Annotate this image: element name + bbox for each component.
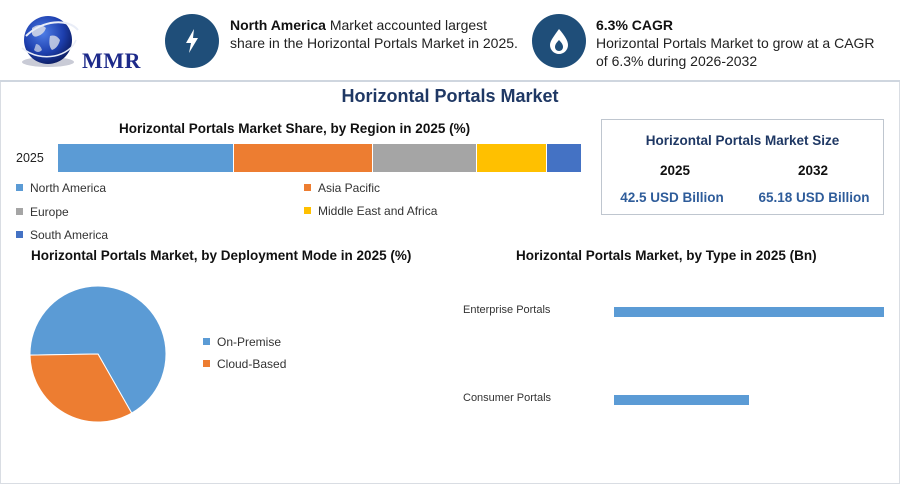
legend-swatch <box>304 207 311 215</box>
deployment-chart-title: Horizontal Portals Market, by Deployment… <box>31 248 412 263</box>
region-stacked-bar <box>58 144 582 172</box>
deployment-pie-chart <box>29 285 167 423</box>
legend-cloud-based: Cloud-Based <box>203 357 286 371</box>
callout-1-line1: Market accounted largest <box>325 17 488 33</box>
pie-slice-on-premise <box>29 285 167 414</box>
type-category-label: Enterprise Portals <box>463 304 551 316</box>
legend-europe: Europe <box>16 205 69 219</box>
callout-north-america: North America Market accounted largest s… <box>230 16 530 52</box>
region-bar-segment-middle-east-and-africa <box>477 144 548 172</box>
header-divider <box>0 80 900 82</box>
logo-text: MMR <box>82 48 141 73</box>
legend-swatch <box>16 184 23 192</box>
legend-swatch <box>16 208 23 216</box>
region-bar-segment-europe <box>373 144 478 172</box>
type-bar-enterprise-portals <box>614 307 884 317</box>
legend-label: Asia Pacific <box>318 181 381 195</box>
header-band <box>0 0 900 80</box>
main-title: Horizontal Portals Market <box>341 86 559 106</box>
flame-drop-icon <box>532 14 586 68</box>
legend-north-america: North America <box>16 181 106 195</box>
legend-swatch <box>304 184 311 192</box>
mmr-logo: MMR <box>12 12 142 78</box>
callout-1-bold: North America <box>230 17 326 33</box>
type-bar-consumer-portals <box>614 395 750 405</box>
callout-2-line3: of 6.3% during 2026-2032 <box>596 53 758 69</box>
legend-swatch <box>203 360 210 368</box>
legend-asia-pacific: Asia Pacific <box>304 181 380 195</box>
region-bar-segment-south-america <box>547 144 582 172</box>
legend-middle-east-africa: Middle East and Africa <box>304 204 437 218</box>
legend-swatch <box>16 231 23 239</box>
market-size-title: Horizontal Portals Market Size <box>645 133 840 148</box>
size-value-2032: 65.18 USD Billion <box>758 190 870 205</box>
legend-label: Cloud-Based <box>217 357 287 371</box>
callout-cagr: 6.3% CAGR Horizontal Portals Market to g… <box>596 16 896 70</box>
region-chart-title: Horizontal Portals Market Share, by Regi… <box>119 121 471 136</box>
legend-label: Middle East and Africa <box>318 204 438 218</box>
legend-on-premise: On-Premise <box>203 335 281 349</box>
legend-swatch <box>203 338 210 346</box>
legend-label: On-Premise <box>217 335 282 349</box>
callout-2-bold: 6.3% CAGR <box>596 17 674 33</box>
legend-label: Europe <box>30 205 69 219</box>
type-bar-chart: Enterprise Portals Consumer Portals <box>440 290 885 420</box>
size-value-2025: 42.5 USD Billion <box>620 190 724 205</box>
region-category-label: 2025 <box>16 151 44 165</box>
legend-south-america: South America <box>16 228 108 242</box>
callout-2-line2: Horizontal Portals Market to grow at a C… <box>596 35 875 51</box>
type-chart-title: Horizontal Portals Market, by Type in 20… <box>516 248 817 263</box>
legend-label: South America <box>30 228 109 242</box>
pie-slice-cloud-based <box>29 353 133 423</box>
lightning-icon <box>165 14 219 68</box>
region-bar-segment-north-america <box>58 144 234 172</box>
size-year-2025: 2025 <box>659 163 691 178</box>
type-category-label: Consumer Portals <box>463 392 552 404</box>
callout-1-line2: share in the Horizontal Portals Market i… <box>230 35 518 51</box>
region-bar-segment-asia-pacific <box>233 144 374 172</box>
market-size-box: Horizontal Portals Market Size 2025 2032… <box>601 119 884 215</box>
globe-icon <box>21 16 79 67</box>
legend-label: North America <box>30 181 107 195</box>
size-year-2032: 2032 <box>797 163 829 178</box>
